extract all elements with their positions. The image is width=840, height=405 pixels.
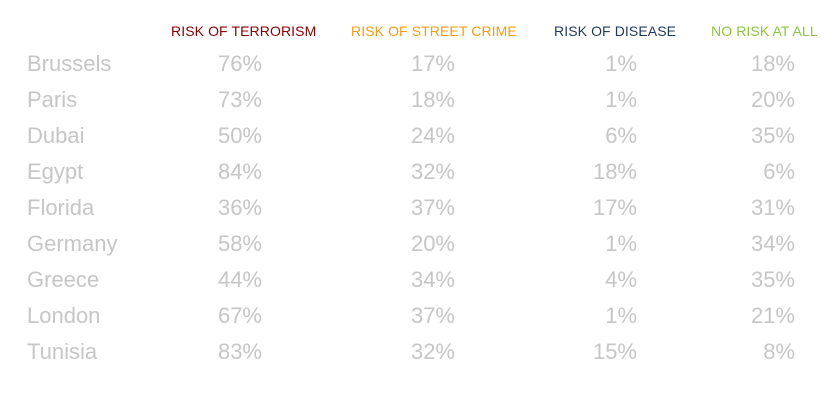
table-cell: 20% <box>750 87 795 112</box>
table-cell: 18% <box>750 51 795 76</box>
table-cell: 44% <box>217 267 262 292</box>
table-cell: 76% <box>217 51 262 76</box>
table-cell: 36% <box>217 195 262 220</box>
table-cell: 4% <box>605 267 637 292</box>
table-cell: 20% <box>410 231 455 256</box>
row-label: London <box>27 303 101 328</box>
table-cell: 32% <box>410 339 455 364</box>
column-header-1: RISK OF TERRORISM <box>171 23 317 39</box>
table-cell: 6% <box>763 159 795 184</box>
row-label: Paris <box>27 87 78 112</box>
table-cell: 1% <box>605 51 637 76</box>
column-header-2: RISK OF STREET CRIME <box>351 23 517 39</box>
table-cell: 83% <box>217 339 262 364</box>
row-label: Florida <box>27 195 95 220</box>
table-cell: 21% <box>750 303 795 328</box>
row-label: Brussels <box>27 51 112 76</box>
table-cell: 15% <box>592 339 637 364</box>
table-cell: 73% <box>217 87 262 112</box>
table-cell: 6% <box>605 123 637 148</box>
row-label: Tunisia <box>27 339 98 364</box>
row-label: Greece <box>27 267 100 292</box>
column-header-3: RISK OF DISEASE <box>554 23 677 39</box>
table-cell: 35% <box>750 123 795 148</box>
table-cell: 67% <box>217 303 262 328</box>
table-cell: 58% <box>217 231 262 256</box>
table-cell: 1% <box>605 303 637 328</box>
table-cell: 8% <box>763 339 795 364</box>
table-cell: 18% <box>592 159 637 184</box>
row-label: Germany <box>27 231 118 256</box>
table-cell: 37% <box>410 303 455 328</box>
table-cell: 32% <box>410 159 455 184</box>
table-cell: 1% <box>605 87 637 112</box>
table-cell: 1% <box>605 231 637 256</box>
table-cell: 50% <box>217 123 262 148</box>
table-cell: 35% <box>750 267 795 292</box>
table-cell: 17% <box>592 195 637 220</box>
table-cell: 18% <box>410 87 455 112</box>
column-header-4: NO RISK AT ALL <box>711 23 818 39</box>
table-cell: 34% <box>410 267 455 292</box>
table-cell: 24% <box>410 123 455 148</box>
row-label: Egypt <box>27 159 84 184</box>
table-cell: 34% <box>750 231 795 256</box>
row-label: Dubai <box>27 123 85 148</box>
table-cell: 84% <box>217 159 262 184</box>
table-cell: 37% <box>410 195 455 220</box>
table-cell: 31% <box>750 195 795 220</box>
table-cell: 17% <box>410 51 455 76</box>
